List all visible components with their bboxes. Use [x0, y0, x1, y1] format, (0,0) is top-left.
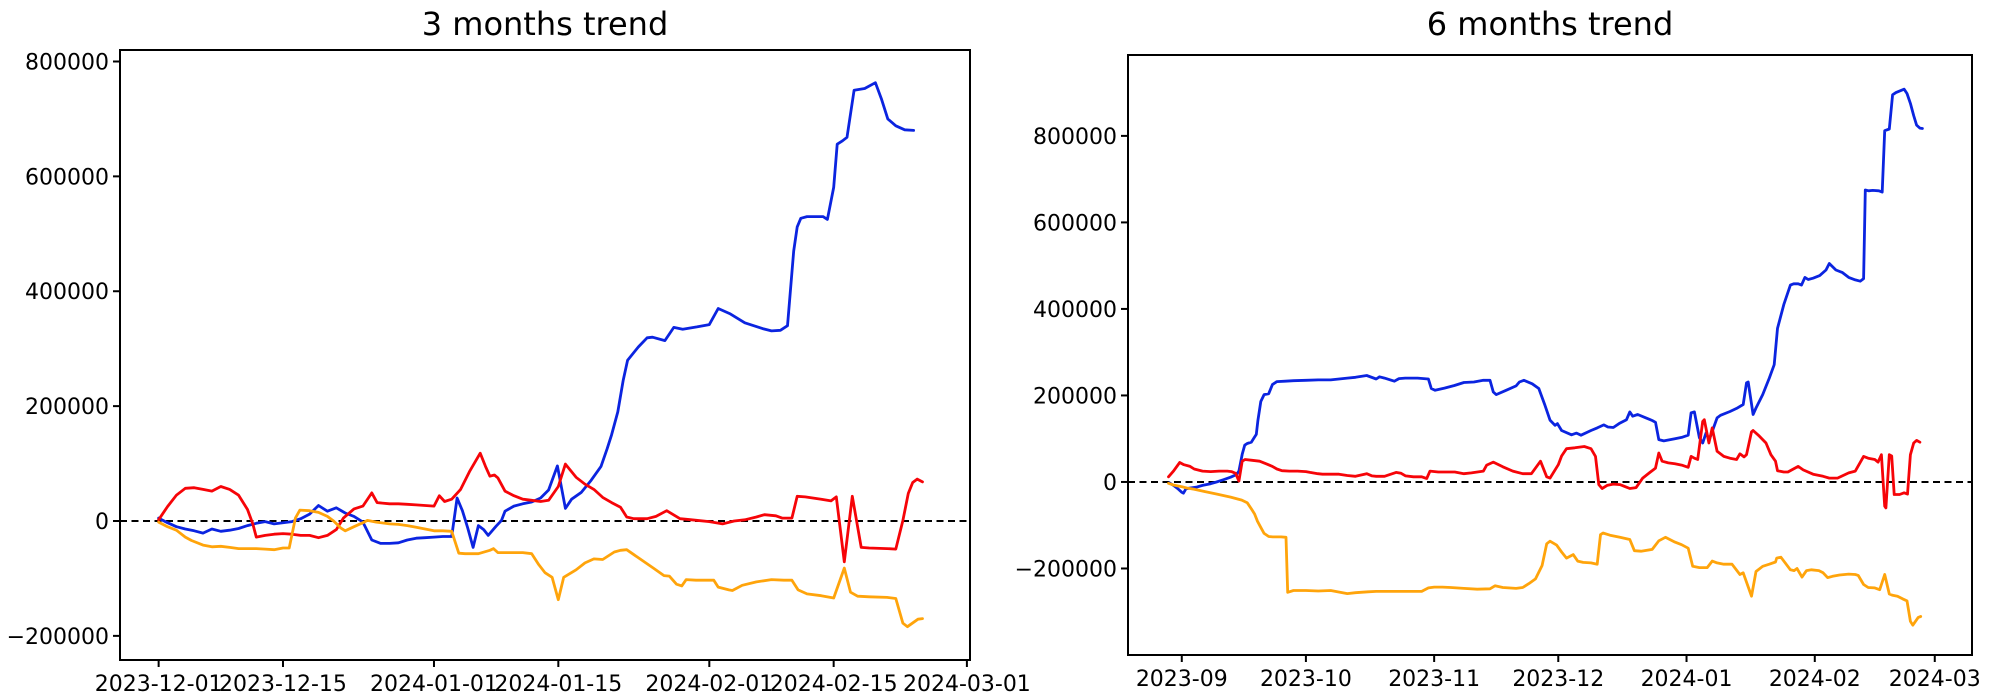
- x-tick-label: 2024-02-15: [770, 672, 898, 697]
- x-tick-label: 2024-01-15: [494, 672, 622, 697]
- axes-spines: [1127, 54, 1973, 656]
- x-tick-label: 2024-01-01: [370, 672, 498, 697]
- y-tick-label: 600000: [25, 165, 109, 190]
- y-tick-label: 0: [95, 510, 109, 535]
- x-tick-label: 2023-12: [1512, 667, 1604, 692]
- x-tick-label: 2024-01: [1641, 667, 1733, 692]
- red-series-line: [157, 451, 924, 564]
- y-tick-label: 400000: [25, 280, 109, 305]
- chart-title-3-months: 3 months trend: [421, 5, 669, 43]
- x-tick-label: 2024-03: [1889, 667, 1981, 692]
- x-tick-label: 2024-03-01: [903, 672, 1031, 697]
- axes-spines: [119, 49, 971, 661]
- y-tick-label: 600000: [1033, 211, 1117, 236]
- x-tick-label: 2023-12-01: [95, 672, 223, 697]
- x-tick-label: 2023-09: [1136, 667, 1228, 692]
- blue-series-line: [1168, 87, 1924, 495]
- chart-title-6-months: 6 months trend: [1426, 5, 1674, 43]
- y-tick-label: −200000: [7, 625, 109, 650]
- y-tick-label: 200000: [1033, 384, 1117, 409]
- orange-series-line: [157, 508, 924, 629]
- orange-series-line: [1167, 481, 1923, 627]
- blue-series-line: [157, 81, 915, 549]
- y-tick-label: −200000: [1015, 557, 1117, 582]
- x-tick-label: 2024-02: [1769, 667, 1861, 692]
- chart-6-months-trend: 2023-09 2023-10 2023-11 2023-12 2024-01 2024-…: [1015, 54, 1981, 692]
- x-tick-label: 2024-02-01: [645, 672, 773, 697]
- x-tick-label: 2023-10: [1260, 667, 1352, 692]
- y-tick-label: 0: [1103, 471, 1117, 496]
- y-tick-label: 200000: [25, 395, 109, 420]
- y-tick-label: 800000: [25, 50, 109, 75]
- y-tick-label: 800000: [1033, 125, 1117, 150]
- y-tick-label: 400000: [1033, 298, 1117, 323]
- x-tick-label: 2023-11: [1388, 667, 1480, 692]
- red-series-line: [1167, 418, 1922, 510]
- x-tick-label: 2023-12-15: [219, 672, 347, 697]
